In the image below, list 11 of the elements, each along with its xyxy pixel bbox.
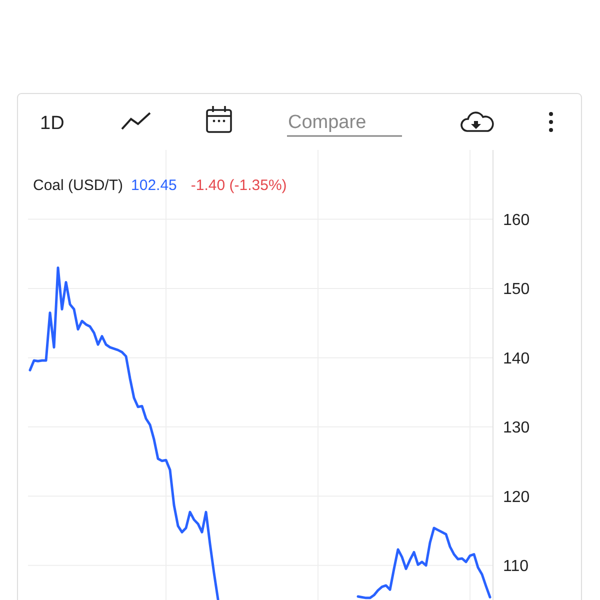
y-tick-label: 130 (503, 420, 530, 437)
annotation: -1.40 (-1.35%) (190, 177, 287, 194)
text: Coal (USD/T) (33, 177, 124, 194)
y-tick-label: 140 (503, 350, 530, 368)
y-tick-label: 120 (503, 488, 530, 506)
y-tick-label: 110 (503, 558, 529, 575)
annotation: 102.45 (131, 177, 177, 194)
text: 1D (40, 113, 64, 134)
compare-field: Compare (287, 112, 402, 137)
y-tick-label: 150 (503, 281, 530, 298)
y-tick-label: 160 (503, 212, 530, 229)
